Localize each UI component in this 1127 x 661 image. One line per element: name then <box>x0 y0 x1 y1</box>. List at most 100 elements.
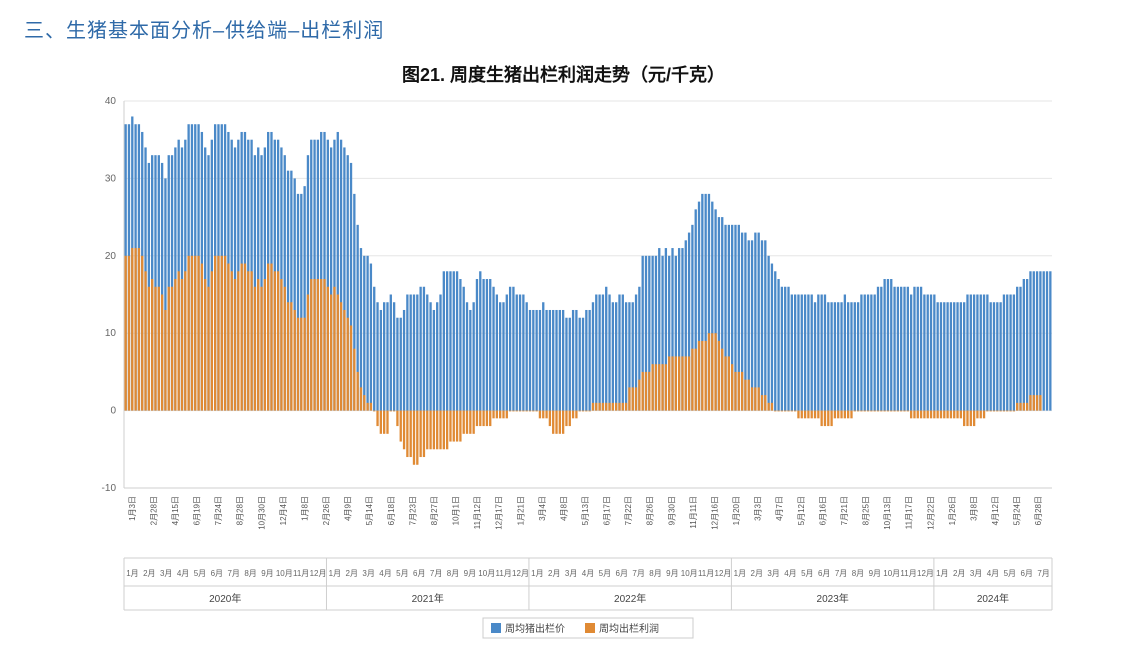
svg-text:3月4日: 3月4日 <box>537 496 546 521</box>
svg-text:4月12日: 4月12日 <box>991 496 1000 525</box>
svg-text:0: 0 <box>110 406 116 417</box>
svg-text:10月: 10月 <box>275 569 292 578</box>
page: 三、生猪基本面分析–供给端–出栏利润 图21. 周度生猪出栏利润走势（元/千克）… <box>0 0 1127 661</box>
svg-text:5月: 5月 <box>1003 569 1015 578</box>
svg-text:3月: 3月 <box>767 569 779 578</box>
svg-text:8月: 8月 <box>446 569 458 578</box>
svg-text:5月: 5月 <box>801 569 813 578</box>
svg-text:1月: 1月 <box>328 569 340 578</box>
svg-text:4月8日: 4月8日 <box>559 496 568 521</box>
svg-text:8月28日: 8月28日 <box>235 496 244 525</box>
svg-text:2月26日: 2月26日 <box>322 496 331 525</box>
svg-text:3月: 3月 <box>969 569 981 578</box>
svg-text:7月: 7月 <box>834 569 846 578</box>
svg-text:3月3日: 3月3日 <box>753 496 762 521</box>
svg-text:周均猪出栏价: 周均猪出栏价 <box>505 622 565 635</box>
svg-text:8月25日: 8月25日 <box>861 496 870 525</box>
svg-text:3月: 3月 <box>159 569 171 578</box>
svg-text:10月1日: 10月1日 <box>451 496 460 525</box>
svg-text:2024年: 2024年 <box>976 592 1008 605</box>
svg-text:11月11日: 11月11日 <box>688 496 697 529</box>
svg-text:7月22日: 7月22日 <box>624 496 633 525</box>
svg-text:4月7日: 4月7日 <box>775 496 784 521</box>
svg-text:20: 20 <box>104 251 116 262</box>
svg-text:2月: 2月 <box>952 569 964 578</box>
svg-text:2022年: 2022年 <box>614 592 646 605</box>
svg-text:9月30日: 9月30日 <box>667 496 676 525</box>
svg-text:10月30日: 10月30日 <box>257 496 266 530</box>
svg-text:5月: 5月 <box>193 569 205 578</box>
svg-text:11月: 11月 <box>495 569 511 578</box>
svg-text:6月: 6月 <box>817 569 829 578</box>
svg-text:10月: 10月 <box>680 569 697 578</box>
svg-text:6月: 6月 <box>615 569 627 578</box>
svg-text:2月: 2月 <box>750 569 762 578</box>
svg-text:6月17日: 6月17日 <box>602 496 611 525</box>
svg-text:2021年: 2021年 <box>411 592 443 605</box>
svg-text:4月9日: 4月9日 <box>343 496 352 521</box>
svg-text:4月: 4月 <box>784 569 796 578</box>
svg-text:4月: 4月 <box>176 569 188 578</box>
svg-text:1月8日: 1月8日 <box>300 496 309 521</box>
svg-text:10月: 10月 <box>478 569 495 578</box>
svg-text:2月: 2月 <box>345 569 357 578</box>
svg-text:6月16日: 6月16日 <box>818 496 827 525</box>
svg-text:7月24日: 7月24日 <box>214 496 223 525</box>
svg-text:8月: 8月 <box>851 569 863 578</box>
svg-text:9月: 9月 <box>666 569 678 578</box>
chart-container: -100102030401月3日2月28日4月15日6月19日7月24日8月28… <box>20 93 1107 653</box>
svg-text:1月: 1月 <box>531 569 543 578</box>
svg-text:2月: 2月 <box>548 569 560 578</box>
section-header: 三、生猪基本面分析–供给端–出栏利润 <box>24 14 1107 43</box>
svg-text:4月: 4月 <box>581 569 593 578</box>
svg-text:7月: 7月 <box>1037 569 1049 578</box>
svg-text:1月: 1月 <box>126 569 138 578</box>
svg-text:4月15日: 4月15日 <box>170 496 179 525</box>
svg-text:6月: 6月 <box>1020 569 1032 578</box>
svg-text:7月23日: 7月23日 <box>408 496 417 525</box>
svg-text:3月: 3月 <box>564 569 576 578</box>
svg-text:周均出栏利润: 周均出栏利润 <box>599 622 659 635</box>
svg-text:11月12日: 11月12日 <box>473 496 482 529</box>
svg-text:12月: 12月 <box>512 569 529 578</box>
svg-text:12月: 12月 <box>309 569 326 578</box>
svg-text:5月: 5月 <box>396 569 408 578</box>
svg-text:9月: 9月 <box>463 569 475 578</box>
svg-text:8月: 8月 <box>649 569 661 578</box>
series-price <box>124 116 1051 410</box>
svg-text:12月17日: 12月17日 <box>494 496 503 530</box>
svg-text:3月8日: 3月8日 <box>969 496 978 521</box>
svg-text:9月: 9月 <box>868 569 880 578</box>
svg-text:40: 40 <box>104 96 116 107</box>
svg-text:4月: 4月 <box>379 569 391 578</box>
svg-text:12月4日: 12月4日 <box>278 496 287 525</box>
svg-text:1月: 1月 <box>936 569 948 578</box>
svg-text:10月: 10月 <box>883 569 900 578</box>
svg-text:12月: 12月 <box>714 569 731 578</box>
svg-text:1月3日: 1月3日 <box>127 496 136 521</box>
svg-text:11月17日: 11月17日 <box>904 496 913 529</box>
svg-text:7月: 7月 <box>227 569 239 578</box>
svg-text:5月12日: 5月12日 <box>796 496 805 525</box>
svg-text:3月: 3月 <box>362 569 374 578</box>
svg-text:1月: 1月 <box>733 569 745 578</box>
svg-text:2月: 2月 <box>143 569 155 578</box>
svg-text:12月: 12月 <box>917 569 934 578</box>
svg-text:8月: 8月 <box>244 569 256 578</box>
svg-text:11月: 11月 <box>900 569 916 578</box>
svg-text:5月24日: 5月24日 <box>1012 496 1021 525</box>
svg-text:10月13日: 10月13日 <box>883 496 892 530</box>
svg-text:8月27日: 8月27日 <box>429 496 438 525</box>
svg-text:11月: 11月 <box>697 569 713 578</box>
svg-text:-10: -10 <box>101 483 116 494</box>
profit-chart: -100102030401月3日2月28日4月15日6月19日7月24日8月28… <box>64 93 1064 653</box>
svg-text:4月: 4月 <box>986 569 998 578</box>
svg-text:6月18日: 6月18日 <box>386 496 395 525</box>
chart-title: 图21. 周度生猪出栏利润走势（元/千克） <box>20 61 1107 87</box>
svg-text:6月19日: 6月19日 <box>192 496 201 525</box>
svg-text:6月: 6月 <box>210 569 222 578</box>
svg-text:10: 10 <box>104 328 116 339</box>
svg-text:12月16日: 12月16日 <box>710 496 719 530</box>
svg-text:5月13日: 5月13日 <box>581 496 590 525</box>
svg-text:1月21日: 1月21日 <box>516 496 525 525</box>
